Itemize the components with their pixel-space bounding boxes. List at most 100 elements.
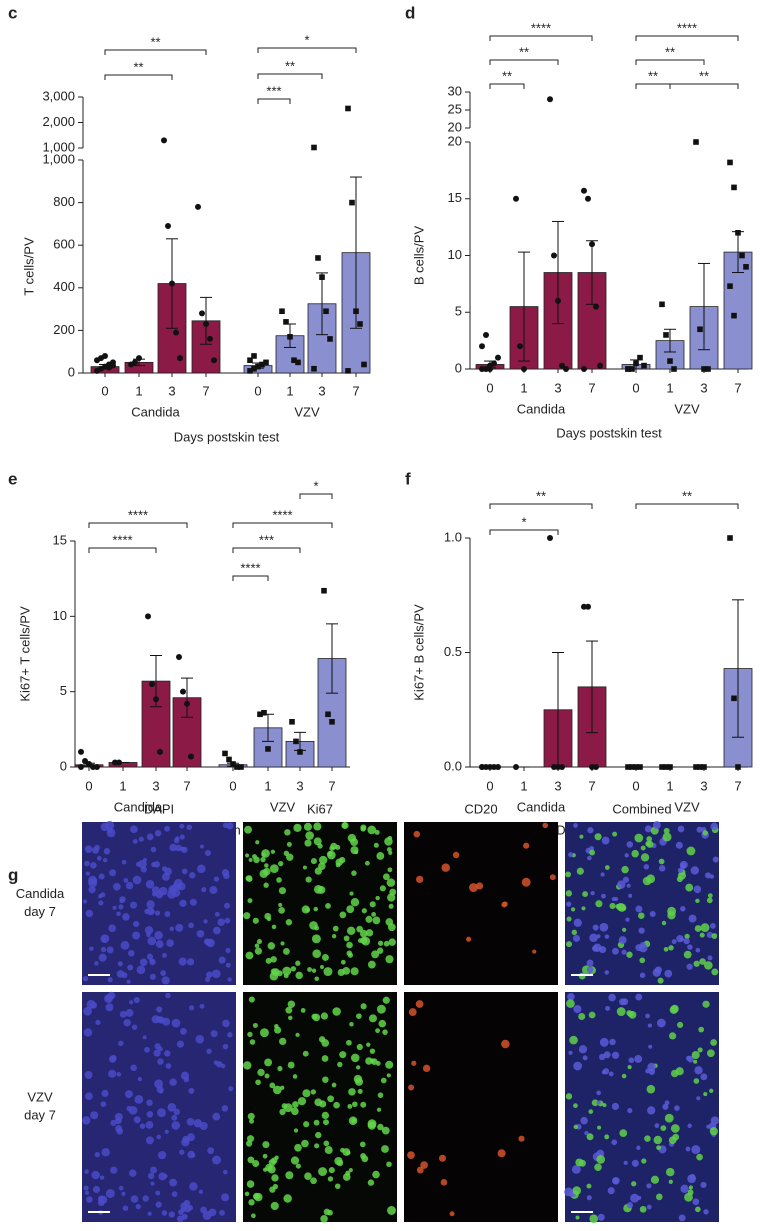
cell: [108, 924, 117, 933]
cell: [319, 965, 325, 970]
cell: [254, 947, 262, 955]
cell: [376, 852, 385, 860]
x-tick-label: 3: [700, 380, 707, 395]
cell: [449, 1211, 455, 1217]
cell: [295, 971, 303, 980]
cell: [195, 1034, 205, 1044]
data-point: [547, 96, 553, 103]
cell: [189, 898, 197, 906]
cell: [154, 1043, 161, 1050]
cell: [360, 936, 368, 945]
data-point: [743, 264, 749, 270]
cell: [287, 1015, 293, 1021]
cell: [697, 1047, 703, 1053]
cell: [161, 976, 170, 985]
cell: [116, 970, 125, 978]
micrograph: [243, 992, 397, 1222]
significance-label: **: [699, 68, 709, 83]
cell: [183, 1076, 190, 1083]
cell: [644, 825, 652, 833]
cell: [321, 1111, 330, 1120]
x-tick-label: 3: [318, 383, 325, 398]
cell: [627, 1107, 633, 1114]
significance-bracket: [104, 74, 173, 80]
cell: [218, 956, 226, 964]
cell: [132, 875, 142, 885]
cell: [372, 1170, 380, 1179]
cell: [90, 1111, 99, 1120]
cell: [248, 858, 253, 863]
cell: [624, 853, 629, 858]
cell: [586, 966, 594, 973]
data-point: [321, 587, 327, 594]
cell: [137, 1076, 143, 1082]
cell: [212, 1155, 221, 1165]
cell: [325, 903, 331, 909]
cell: [700, 923, 710, 933]
cell: [643, 864, 650, 870]
cell: [340, 959, 346, 965]
cell: [683, 937, 690, 945]
cell: [360, 824, 367, 831]
data-point: [585, 603, 591, 610]
cell: [175, 923, 184, 932]
significance-bracket: [635, 83, 671, 89]
cell: [99, 1175, 105, 1180]
cell: [310, 858, 317, 865]
error-bar: [181, 677, 193, 718]
cell: [379, 885, 386, 892]
significance-bracket: [88, 547, 157, 553]
cell: [124, 1090, 133, 1099]
cell: [89, 946, 94, 951]
cell: [164, 911, 171, 918]
cell: [584, 1130, 589, 1136]
cell: [385, 955, 394, 964]
cell: [183, 1205, 192, 1213]
cell: [114, 1117, 122, 1125]
cell: [226, 822, 234, 830]
cell: [619, 1129, 628, 1137]
cell: [641, 1158, 647, 1164]
y-tick-label: 25: [448, 101, 462, 116]
cell: [92, 1185, 101, 1194]
cell: [321, 953, 329, 961]
cell: [657, 977, 664, 984]
cell: [369, 901, 376, 908]
cell: [156, 1006, 163, 1013]
cell: [411, 1060, 417, 1066]
cell: [262, 1167, 268, 1172]
cell: [286, 841, 292, 847]
cell: [165, 1063, 172, 1069]
cell: [609, 1038, 616, 1046]
cell: [88, 875, 97, 885]
cell: [696, 826, 703, 833]
data-point: [585, 195, 591, 202]
cell: [415, 1000, 424, 1008]
cell: [221, 1105, 229, 1112]
y-tick-label: 10: [448, 247, 462, 262]
group-label: Candida: [517, 799, 566, 814]
cell: [313, 822, 322, 831]
cell: [83, 1028, 93, 1037]
cell: [158, 1172, 167, 1181]
x-tick-label: 1: [286, 383, 293, 398]
cell: [312, 949, 322, 959]
y-tick-label: 400: [53, 279, 75, 294]
significance-label: ****: [531, 20, 551, 35]
cell: [567, 993, 575, 1001]
data-point: [184, 700, 190, 707]
cell: [247, 1156, 255, 1164]
cell: [244, 825, 253, 834]
cell: [153, 1049, 161, 1057]
cell: [686, 846, 696, 856]
cell: [575, 1215, 580, 1220]
group-label: Candida: [517, 401, 566, 416]
cell: [532, 949, 537, 954]
data-point: [361, 361, 367, 368]
cell: [601, 893, 606, 899]
cell: [320, 1012, 329, 1020]
cell: [578, 1012, 586, 1021]
cell: [249, 1039, 256, 1045]
cell: [347, 833, 357, 843]
cell: [691, 1145, 701, 1155]
